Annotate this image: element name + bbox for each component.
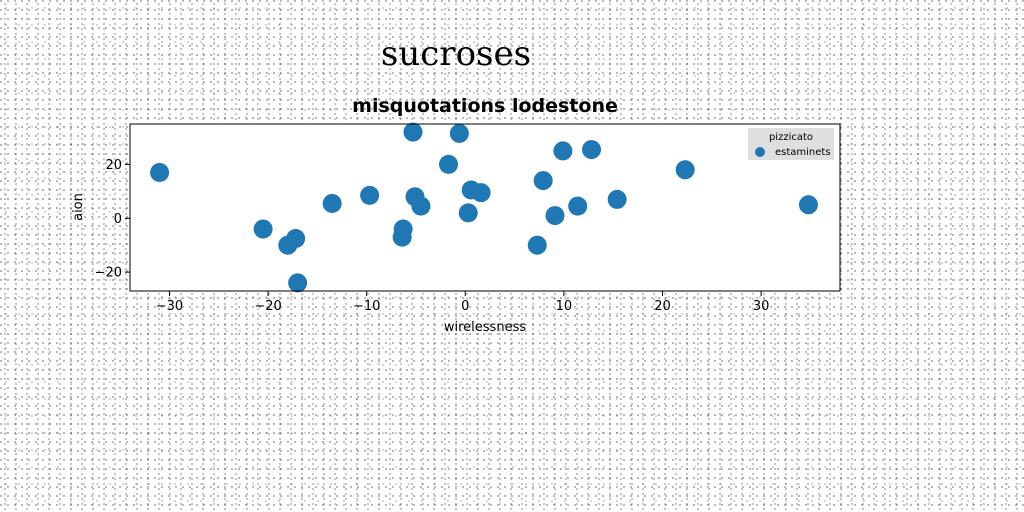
scatter-point: [322, 193, 342, 213]
scatter-point: [568, 196, 588, 216]
scatter-point: [471, 183, 491, 203]
legend: pizzicato estaminets: [748, 128, 834, 160]
axes-frame: [129, 123, 841, 292]
axes-background: [130, 124, 840, 291]
scatter-point: [449, 123, 469, 143]
y-tick-label: −20: [95, 266, 122, 281]
y-axis-label: aion: [71, 193, 86, 221]
scatter-point: [607, 189, 627, 209]
x-tick-label: −30: [156, 299, 183, 314]
scatter-point: [411, 196, 431, 216]
scatter-point: [439, 154, 459, 174]
plot-area: [129, 122, 841, 293]
scatter-point: [582, 140, 601, 160]
x-tick-label: −20: [254, 299, 281, 314]
scatter-point: [458, 203, 478, 223]
x-tick-label: 10: [556, 299, 573, 314]
scatter-point: [545, 206, 565, 226]
scatter-point: [150, 162, 170, 182]
legend-marker-estaminets: [755, 147, 765, 157]
x-axis-label: wirelessness: [444, 320, 526, 335]
scatter-point: [527, 235, 547, 255]
scatter-points: [150, 122, 818, 293]
scatter-point: [286, 228, 306, 248]
scatter-point: [360, 185, 380, 205]
scatter-point: [253, 219, 273, 239]
figure-suptitle: sucroses: [381, 34, 531, 74]
x-tick-label: −10: [353, 299, 380, 314]
scatter-point: [553, 141, 573, 161]
chart-title: misquotations lodestone: [352, 95, 618, 117]
scatter-point: [675, 160, 695, 180]
x-tick-label: 30: [753, 299, 770, 314]
legend-title: pizzicato: [769, 132, 813, 143]
legend-label-estaminets: estaminets: [775, 147, 831, 158]
y-tick-label: 0: [114, 212, 122, 227]
scatter-point: [533, 171, 553, 191]
y-tick-label: 20: [105, 158, 122, 173]
scatter-point: [392, 227, 412, 247]
scatter-point: [288, 273, 308, 293]
scatter-point: [798, 195, 818, 215]
x-axis-ticks: −30 −20 −10 0 10 20 30: [156, 291, 770, 314]
x-tick-label: 0: [461, 299, 469, 314]
scatter-point: [403, 122, 423, 142]
x-tick-label: 20: [654, 299, 671, 314]
y-axis-ticks: −20 0 20: [95, 158, 130, 281]
